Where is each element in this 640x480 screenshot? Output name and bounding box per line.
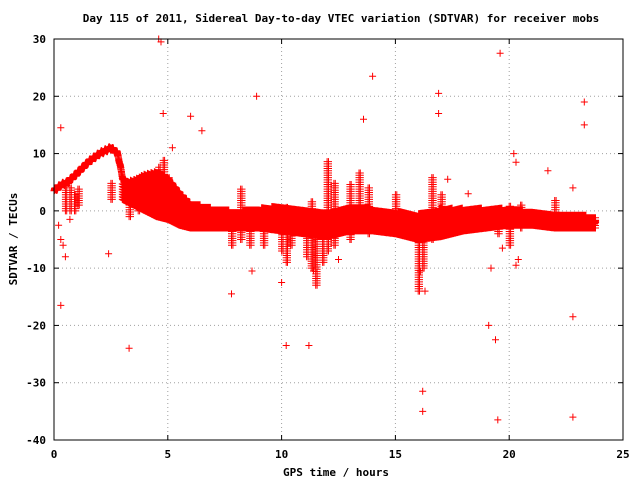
outlier-point xyxy=(360,115,367,123)
outlier-point xyxy=(369,72,377,80)
y-tick-label: -40 xyxy=(26,434,46,447)
outlier-point xyxy=(335,256,342,263)
outlier-point xyxy=(305,342,313,349)
outlier-point xyxy=(492,336,499,344)
outlier-point xyxy=(57,301,65,309)
outlier-point xyxy=(435,110,443,117)
outlier-point xyxy=(498,244,506,252)
outlier-point xyxy=(168,144,176,152)
outlier-point xyxy=(57,124,65,132)
outlier-point xyxy=(57,236,65,243)
outlier-point xyxy=(444,175,452,183)
outlier-point xyxy=(580,98,588,106)
y-tick-label: 30 xyxy=(33,33,46,46)
outlier-point xyxy=(66,215,74,223)
outlier-point xyxy=(569,184,577,192)
x-tick-label: 15 xyxy=(389,448,402,461)
outlier-point xyxy=(228,290,235,298)
y-tick-label: 0 xyxy=(39,205,46,218)
y-tick-label: -20 xyxy=(26,319,46,332)
outlier-point xyxy=(248,267,256,275)
y-tick-label: -10 xyxy=(26,262,46,275)
outlier-point xyxy=(125,344,133,352)
plot-frame xyxy=(53,38,624,441)
outlier-point xyxy=(421,287,429,295)
outlier-point xyxy=(59,241,67,249)
x-tick-label: 10 xyxy=(275,448,288,461)
outlier-point xyxy=(159,110,167,117)
outlier-point xyxy=(464,190,472,198)
outlier-point xyxy=(514,256,522,263)
outlier-point xyxy=(569,313,577,321)
outlier-point xyxy=(278,279,286,286)
outlier-point xyxy=(357,224,365,232)
x-tick-label: 0 xyxy=(51,448,58,461)
outlier-point xyxy=(487,264,495,272)
outlier-point xyxy=(569,413,577,421)
x-tick-labels: 0 5 10 15 20 25 xyxy=(51,448,630,461)
outlier-point xyxy=(435,89,443,97)
outlier-point xyxy=(198,127,206,135)
outlier-point xyxy=(187,112,195,120)
outlier-point xyxy=(512,261,520,269)
outlier-point xyxy=(419,407,427,415)
y-tick-label: -30 xyxy=(26,377,46,390)
outlier-point xyxy=(310,267,317,275)
y-tick-labels: -40 -30 -20 -10 0 10 20 30 xyxy=(26,33,46,447)
y-axis-label: SDTVAR / TECUs xyxy=(7,193,20,286)
outlier-point xyxy=(485,321,493,329)
x-tick-label: 20 xyxy=(503,448,516,461)
outlier-point xyxy=(105,250,113,258)
y-tick-label: 10 xyxy=(33,148,46,161)
outlier-point xyxy=(55,221,63,229)
outlier-point xyxy=(510,150,518,158)
outlier-point xyxy=(253,92,261,100)
x-tick-label: 5 xyxy=(164,448,171,461)
x-axis-label: GPS time / hours xyxy=(283,466,389,479)
outlier-point xyxy=(580,121,588,129)
outlier-point xyxy=(416,267,424,275)
data-points xyxy=(50,35,600,424)
outlier-point xyxy=(544,167,552,175)
outlier-point xyxy=(494,416,502,424)
y-tick-label: 20 xyxy=(33,90,46,103)
outlier-point xyxy=(512,158,520,166)
outlier-point xyxy=(61,253,69,261)
outlier-point xyxy=(496,49,504,57)
x-tick-label: 25 xyxy=(616,448,629,461)
chart-title: Day 115 of 2011, Sidereal Day-to-day VTE… xyxy=(83,12,600,25)
outlier-point xyxy=(419,387,427,395)
outlier-point xyxy=(282,342,290,349)
axis-ticks xyxy=(53,38,624,441)
